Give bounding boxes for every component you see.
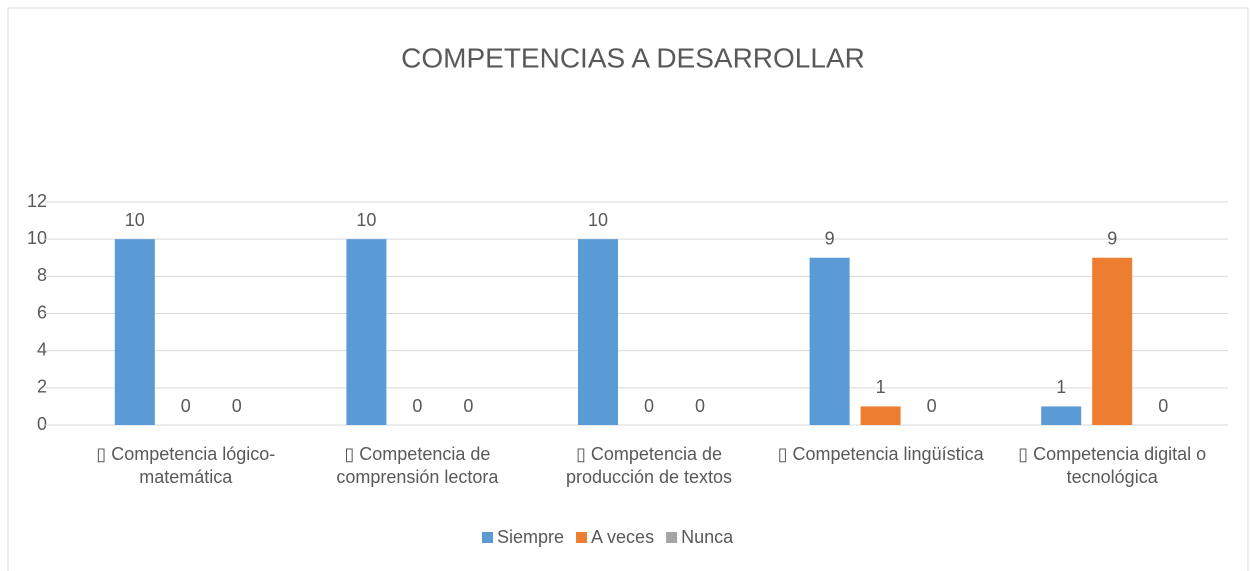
x-tick-label: ▯ Competencia lingüística (777, 444, 984, 464)
x-tick-label: ▯ Competencia de comprensión lectora (336, 444, 499, 487)
y-tick-label: 10 (27, 228, 47, 248)
legend-label: A veces (591, 527, 654, 547)
data-label: 0 (412, 396, 422, 416)
legend-label: Siempre (497, 527, 564, 547)
y-tick-label: 6 (37, 302, 47, 322)
bar (346, 239, 387, 425)
data-label: 0 (232, 396, 242, 416)
data-label: 0 (463, 396, 473, 416)
bar (114, 239, 155, 425)
x-tick-label: ▯ Competencia de producción de textos (565, 444, 733, 487)
data-label: 10 (356, 210, 376, 230)
bar (578, 239, 618, 425)
y-tick-label: 12 (27, 191, 47, 211)
data-label: 0 (927, 396, 937, 416)
chart-frame (7, 7, 1249, 571)
data-label: 9 (1107, 229, 1117, 249)
legend-label: Nunca (681, 527, 734, 547)
data-label: 10 (125, 210, 145, 230)
data-label: 0 (644, 396, 654, 416)
data-label: 1 (876, 377, 886, 397)
y-tick-label: 0 (37, 414, 47, 434)
x-tick-label: ▯ Competencia lógico-matemática (96, 444, 276, 487)
chart-title: COMPETENCIAS A DESARROLLAR (401, 42, 865, 73)
data-label: 1 (1056, 377, 1066, 397)
data-label: 0 (1158, 396, 1168, 416)
y-tick-label: 4 (37, 339, 47, 359)
data-label: 9 (825, 229, 835, 249)
bar (809, 257, 850, 425)
data-label: 10 (588, 210, 608, 230)
data-label: 0 (181, 396, 191, 416)
y-tick-label: 2 (37, 377, 47, 397)
bar (860, 406, 901, 425)
legend-swatch (482, 532, 493, 543)
bar (1092, 257, 1133, 425)
y-tick-label: 8 (37, 265, 47, 285)
x-tick-label: ▯ Competencia digital o tecnológica (1018, 444, 1207, 487)
data-label: 0 (695, 396, 705, 416)
bar (1041, 406, 1082, 425)
legend-swatch (666, 532, 678, 543)
legend-swatch (576, 532, 588, 543)
